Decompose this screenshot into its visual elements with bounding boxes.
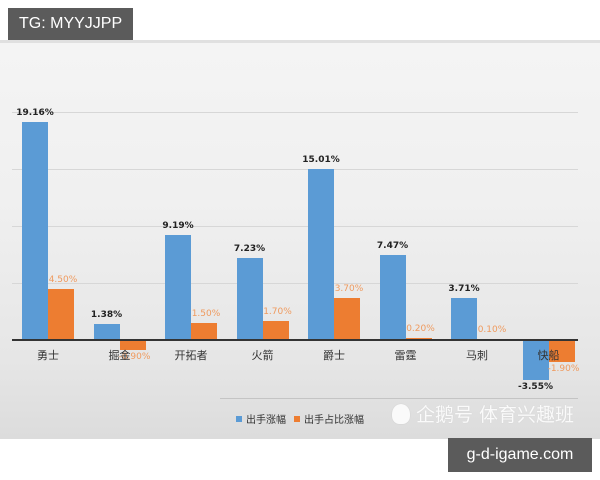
category-label: 快船 bbox=[537, 349, 560, 362]
data-label-series-2: -0.90% bbox=[118, 352, 151, 363]
legend-swatch-series-1 bbox=[236, 415, 242, 422]
bar-series-2 bbox=[334, 297, 360, 340]
bar-series-1 bbox=[165, 235, 191, 340]
category-label: 掘金 bbox=[108, 349, 131, 362]
bar-series-1 bbox=[308, 168, 334, 340]
category-label: 爵士 bbox=[323, 349, 345, 362]
data-label-series-1: 15.01% bbox=[302, 154, 340, 165]
data-label-series-1: 7.23% bbox=[233, 243, 266, 254]
data-label-series-2: 0.20% bbox=[406, 323, 435, 334]
data-label-series-1: 7.47% bbox=[376, 240, 409, 251]
gridline bbox=[12, 226, 578, 227]
data-label-series-1: 1.38% bbox=[90, 310, 123, 321]
bar-series-1 bbox=[522, 340, 549, 381]
data-label-series-2: 1.70% bbox=[263, 306, 292, 317]
watermark-text: 企鹅号 体育兴趣班 bbox=[416, 404, 575, 426]
chart-panel bbox=[0, 40, 600, 439]
category-label: 火箭 bbox=[251, 349, 274, 362]
top-left-tag: TG: MYYJJPP bbox=[8, 8, 134, 40]
data-label-series-1: 3.71% bbox=[448, 283, 480, 294]
legend-swatch-series-2 bbox=[294, 415, 300, 422]
gridline bbox=[12, 283, 578, 284]
bar-series-2 bbox=[191, 322, 217, 340]
data-label-series-2: 4.50% bbox=[48, 274, 78, 285]
data-label-series-2: 3.70% bbox=[334, 283, 364, 294]
bar-series-2 bbox=[48, 288, 74, 340]
data-label-series-1: -3.55% bbox=[518, 382, 553, 393]
watermark: 企鹅号 体育兴趣班 bbox=[392, 400, 574, 427]
legend-divider bbox=[220, 398, 578, 399]
legend-label-series-1: 出手涨幅 bbox=[246, 415, 286, 426]
category-label: 马刺 bbox=[466, 349, 488, 362]
legend: 出手涨幅 出手占比涨幅 bbox=[236, 411, 364, 426]
legend-label-series-2: 出手占比涨幅 bbox=[304, 415, 364, 426]
bar-series-1 bbox=[22, 121, 48, 340]
penguin-icon bbox=[392, 403, 410, 424]
category-label: 勇士 bbox=[37, 349, 59, 362]
data-label-series-1: 9.19% bbox=[162, 221, 194, 232]
bar-series-1 bbox=[379, 254, 406, 340]
bar-series-1 bbox=[451, 297, 477, 340]
category-label: 开拓者 bbox=[174, 349, 208, 362]
bottom-right-tag: g-d-igame.com bbox=[448, 438, 592, 472]
bar-series-2 bbox=[405, 337, 432, 340]
gridline bbox=[12, 112, 578, 113]
bar-series-1 bbox=[236, 257, 263, 340]
bar-series-2 bbox=[119, 340, 146, 351]
bar-series-1 bbox=[93, 324, 120, 340]
category-label: 雷霆 bbox=[394, 349, 417, 362]
bar-series-2 bbox=[548, 340, 575, 362]
x-axis-line bbox=[12, 339, 578, 341]
data-label-series-2: 1.50% bbox=[191, 308, 221, 319]
data-label-series-1: 19.16% bbox=[16, 107, 54, 118]
data-label-series-2: -1.90% bbox=[547, 363, 580, 374]
bar-series-2 bbox=[262, 320, 289, 340]
data-label-series-2: 0.10% bbox=[477, 324, 507, 335]
gridline bbox=[12, 169, 578, 170]
